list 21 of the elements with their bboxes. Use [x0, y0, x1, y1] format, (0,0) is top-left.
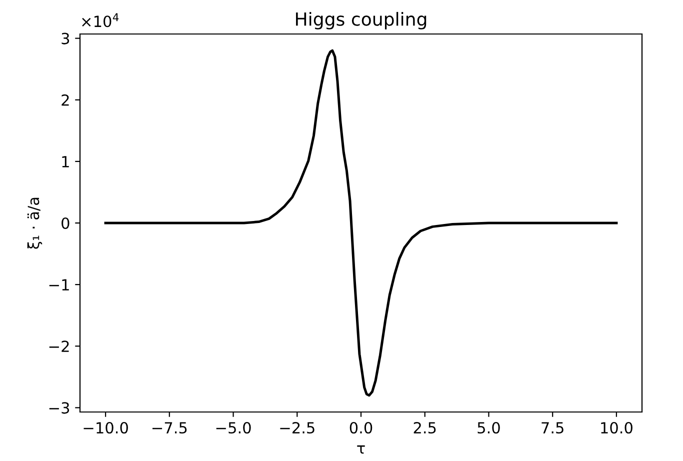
- y-tick-label: 3: [62, 32, 70, 44]
- x-tick-label: −2.5: [280, 422, 314, 434]
- y-tick-label: −1: [49, 279, 69, 290]
- line-series: [104, 49, 618, 397]
- x-tick-label: −10.0: [84, 422, 128, 434]
- y-tick-label: 0: [62, 217, 70, 230]
- x-tick-label: 2.5: [414, 422, 436, 434]
- y-tick-label: −2: [49, 340, 69, 352]
- x-tick-label: 0.0: [350, 422, 372, 434]
- x-tick-label: 7.5: [542, 422, 564, 434]
- y-axis-title: ξ₁ · ä/a: [27, 198, 42, 249]
- text: ×10$^{4}$: [82, 13, 119, 28]
- x-tick-label: 10.0: [601, 422, 632, 434]
- y-tick-label: 2: [62, 94, 69, 106]
- y-tick-label: −3: [49, 402, 70, 414]
- y-tick-label: 1: [62, 156, 69, 168]
- x-tick-label: −5.0: [216, 422, 251, 434]
- x-tick-label: 5.0: [478, 422, 500, 434]
- chart-title: Higgs coupling: [296, 12, 426, 30]
- x-axis-title: τ: [357, 445, 365, 454]
- x-tick-label: −7.5: [152, 422, 187, 434]
